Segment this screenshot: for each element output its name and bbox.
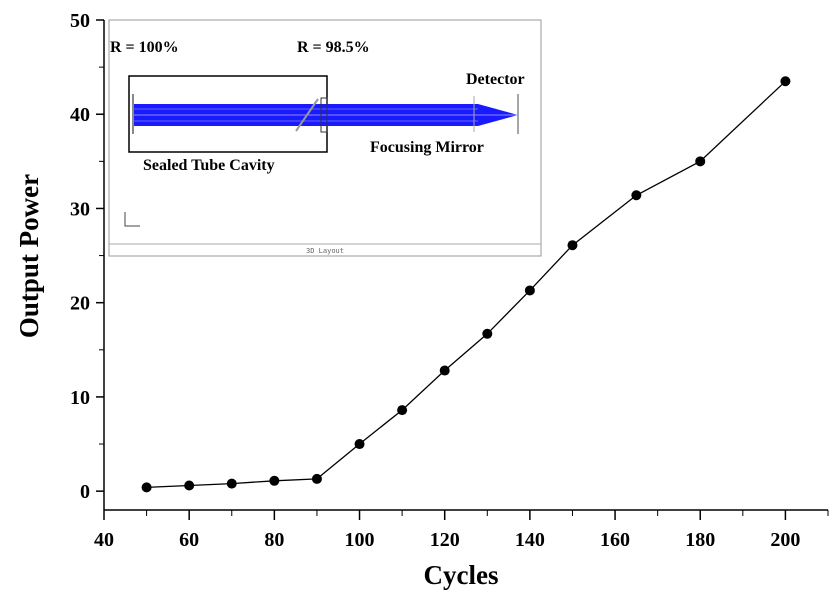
x-tick-label: 40	[94, 529, 114, 551]
x-tick-label: 200	[770, 529, 800, 551]
x-ticks	[103, 510, 829, 520]
data-point	[695, 156, 706, 167]
focusing-mirror	[295, 98, 319, 132]
axis-indicator	[124, 212, 140, 227]
label-r-left: R = 100%	[110, 39, 179, 56]
x-axis-title: Cycles	[424, 560, 499, 590]
data-point	[524, 285, 535, 296]
output-coupler	[320, 97, 328, 133]
data-point	[631, 190, 642, 201]
data-point	[269, 475, 280, 486]
data-point	[567, 240, 578, 251]
data-point	[354, 439, 365, 450]
x-tick-label: 160	[600, 529, 630, 551]
label-focusing-mirror: Focusing Mirror	[370, 139, 484, 156]
label-detector: Detector	[466, 71, 525, 88]
label-cavity: Sealed Tube Cavity	[143, 157, 275, 174]
x-tick-label: 120	[430, 529, 460, 551]
y-axis-title: Output Power	[14, 174, 44, 338]
y-tick-label: 20	[70, 293, 90, 315]
data-point	[439, 365, 450, 376]
data-point	[397, 405, 408, 416]
axes	[103, 20, 828, 511]
y-tick-label: 50	[70, 10, 90, 32]
inset-footer-label: 3D Layout	[306, 247, 344, 255]
x-tick-label: 80	[264, 529, 284, 551]
x-tick-label: 100	[345, 529, 375, 551]
y-tick-label: 40	[70, 104, 90, 126]
inset-frame	[108, 19, 542, 257]
tick-labels: 0 10 20 30 40 50 40 60 80 100 120 140 160 180 200	[70, 10, 800, 551]
series-line	[146, 80, 786, 489]
data-point	[141, 482, 152, 493]
data-point	[780, 76, 791, 87]
y-ticks	[96, 19, 104, 492]
data-point	[226, 478, 237, 489]
inset-diagram: 3D Layout R = 100% R = 98.5% Detector Se…	[108, 19, 542, 257]
data-point	[311, 473, 322, 484]
y-tick-label: 10	[70, 387, 90, 409]
laser-beam	[133, 104, 518, 126]
label-r-right: R = 98.5%	[297, 39, 370, 56]
y-tick-label: 30	[70, 198, 90, 220]
x-tick-label: 60	[179, 529, 199, 551]
x-tick-label: 140	[515, 529, 545, 551]
x-tick-label: 180	[685, 529, 715, 551]
data-point	[482, 328, 493, 339]
series-layer	[141, 76, 791, 493]
y-tick-label: 0	[80, 481, 90, 503]
data-point	[184, 480, 195, 491]
